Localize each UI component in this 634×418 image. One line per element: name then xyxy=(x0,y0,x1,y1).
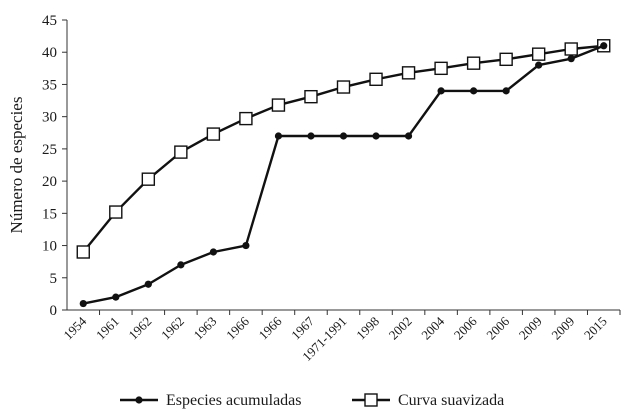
x-tick-label: 2006 xyxy=(451,313,480,342)
data-point-circle xyxy=(437,87,445,95)
y-tick-label: 40 xyxy=(42,45,57,61)
data-point-circle xyxy=(470,87,478,95)
legend-circle-marker xyxy=(135,396,143,404)
series-especies-acumuladas xyxy=(79,42,608,308)
y-tick-label: 5 xyxy=(50,271,58,287)
data-point-circle xyxy=(307,132,315,140)
y-tick-label: 20 xyxy=(42,174,57,190)
data-point-circle xyxy=(209,248,217,256)
y-tick-label: 25 xyxy=(42,142,57,158)
x-tick-label: 1966 xyxy=(223,313,252,342)
data-point-circle xyxy=(339,132,348,140)
legend: Especies acumuladas Curva suavizada xyxy=(120,392,504,409)
x-tick-label: 1962 xyxy=(125,314,154,343)
x-tick-label: 2002 xyxy=(386,314,415,343)
series-layer xyxy=(76,39,611,308)
data-point-square xyxy=(531,47,546,61)
legend-square-marker xyxy=(364,393,378,407)
x-tick-label: 2009 xyxy=(516,314,545,343)
x-tick-label: 2015 xyxy=(581,314,610,343)
data-point-square xyxy=(141,172,156,186)
x-tick-label: 1962 xyxy=(158,314,187,343)
data-point-square xyxy=(271,98,286,112)
data-point-square xyxy=(206,127,221,141)
legend-item: Especies acumuladas xyxy=(120,392,302,409)
x-tick-label: 2004 xyxy=(418,313,447,342)
x-tick-label: 1966 xyxy=(256,313,285,342)
axes xyxy=(66,20,620,311)
y-tick-label: 0 xyxy=(50,303,58,319)
y-ticks: 0 5 10 15 20 25 30 35 40 45 xyxy=(42,13,67,319)
data-point-square xyxy=(304,89,318,104)
x-ticks: 1954 1961 1962 1962 1963 1966 1966 19671971-199… xyxy=(60,310,621,364)
y-axis-label: Número de especies xyxy=(7,97,26,234)
data-point-circle xyxy=(112,293,120,301)
y-tick-label: 45 xyxy=(42,13,57,29)
x-tick-label: 1963 xyxy=(191,314,220,343)
x-tick-label: 1998 xyxy=(353,314,382,343)
data-point-square xyxy=(109,205,123,219)
data-point-circle xyxy=(600,42,608,50)
data-point-circle xyxy=(535,61,543,69)
data-point-square xyxy=(369,72,383,86)
data-point-square xyxy=(564,42,578,56)
legend-item: Curva suavizada xyxy=(352,392,504,409)
data-point-circle xyxy=(502,87,510,95)
data-point-circle xyxy=(372,132,380,140)
x-tick-label: 2006 xyxy=(483,313,512,342)
data-point-circle xyxy=(144,280,152,288)
data-point-circle xyxy=(79,299,87,308)
x-tick-label: 1954 xyxy=(60,313,89,342)
legend-label: Curva suavizada xyxy=(398,392,504,409)
data-point-square xyxy=(499,52,513,67)
data-point-square xyxy=(76,245,90,259)
y-tick-label: 10 xyxy=(42,239,57,255)
y-tick-label: 15 xyxy=(42,206,57,222)
data-point-circle xyxy=(404,132,413,140)
data-point-square xyxy=(466,56,481,70)
data-point-square xyxy=(174,145,188,159)
data-point-circle xyxy=(274,132,283,140)
y-tick-label: 35 xyxy=(42,77,57,93)
legend-label: Especies acumuladas xyxy=(166,392,302,409)
data-point-circle xyxy=(567,55,575,63)
data-point-circle xyxy=(242,241,250,250)
x-tick-label: 2009 xyxy=(548,314,577,343)
x-tick-label: 1961 xyxy=(93,314,122,343)
y-tick-label: 30 xyxy=(42,110,57,126)
data-point-square xyxy=(239,111,253,126)
data-point-square xyxy=(336,80,351,94)
data-point-circle xyxy=(177,261,185,269)
data-point-square xyxy=(401,66,416,80)
data-point-square xyxy=(434,61,448,76)
